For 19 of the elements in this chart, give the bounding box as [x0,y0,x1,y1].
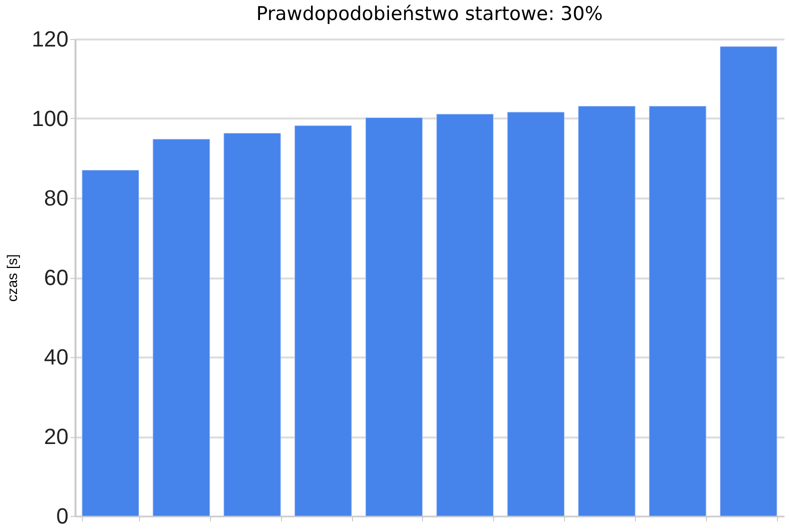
bar [578,106,636,516]
y-tick-label: 0 [56,504,68,528]
bar [365,117,423,516]
bar [224,132,281,516]
y-tick-label: 80 [44,186,68,210]
y-tick-label: 120 [32,26,68,52]
y-tick-label: 60 [44,265,68,290]
bar [152,138,210,516]
bar [507,112,564,516]
bar [720,46,778,516]
y-axis-title: czas [s] [4,254,20,302]
bar [649,106,706,516]
bar [436,114,494,516]
y-tick-label: 40 [44,344,68,370]
y-tick-label: 20 [44,424,68,449]
bar [82,170,140,516]
chart-title: Prawdopodobieństwo startowe: 30% [256,3,603,25]
y-tick-label: 100 [32,106,68,131]
bar [294,125,352,516]
